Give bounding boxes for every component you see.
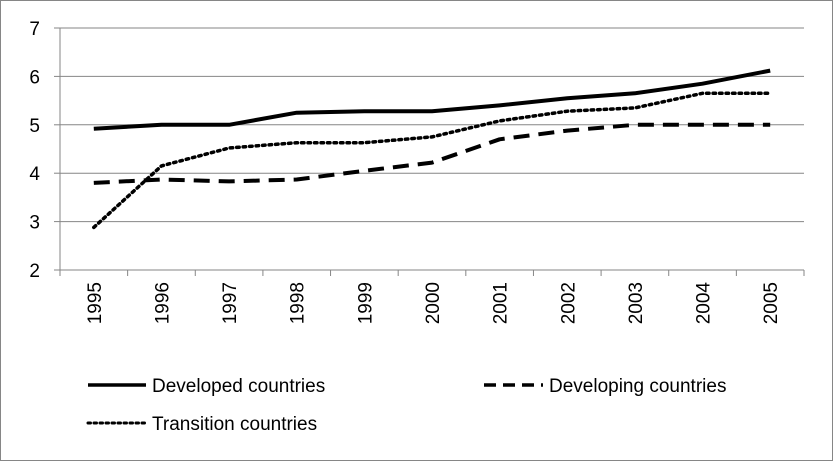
y-tick-label: 7 — [29, 19, 40, 40]
x-tick-label: 1995 — [85, 282, 106, 324]
legend-entry-transition: Transition countries — [86, 414, 317, 435]
series-line-transition-countries — [92, 91, 772, 230]
x-tick-label: 2002 — [558, 282, 579, 324]
y-tick-label: 5 — [29, 116, 40, 137]
x-tick-labels: 1995 1996 1997 1998 1999 2000 2001 2002 2003 2004… — [85, 282, 782, 325]
x-tick-label: 2000 — [423, 282, 444, 324]
legend-entry-developing: Developing countries — [484, 376, 726, 397]
x-tick-label: 2005 — [761, 282, 782, 324]
x-tick-label: 1998 — [288, 282, 309, 324]
x-tick-label: 2001 — [491, 282, 512, 324]
y-tick-label: 3 — [29, 213, 40, 234]
x-tick-label: 1996 — [152, 282, 173, 324]
x-tick-label: 2004 — [694, 282, 715, 325]
legend-entry-developed: Developed countries — [88, 376, 325, 397]
legend-label-developing: Developing countries — [549, 376, 726, 397]
legend: Developed countries Developing countries… — [86, 376, 726, 435]
legend-label-transition: Transition countries — [152, 414, 317, 435]
series-line-developed-countries — [93, 68, 771, 131]
series-line-developing-countries — [93, 122, 771, 185]
y-tick-label: 4 — [29, 164, 40, 185]
x-tick-label: 2003 — [626, 282, 647, 324]
y-tick-labels: 2 3 4 5 6 7 — [29, 19, 40, 282]
gridlines — [54, 27, 805, 276]
legend-label-developed: Developed countries — [152, 376, 325, 397]
x-tick-label: 1997 — [220, 282, 241, 324]
series-lines — [92, 68, 772, 230]
y-tick-label: 6 — [29, 67, 40, 88]
y-tick-label: 2 — [29, 261, 40, 282]
x-tick-label: 1999 — [355, 282, 376, 324]
